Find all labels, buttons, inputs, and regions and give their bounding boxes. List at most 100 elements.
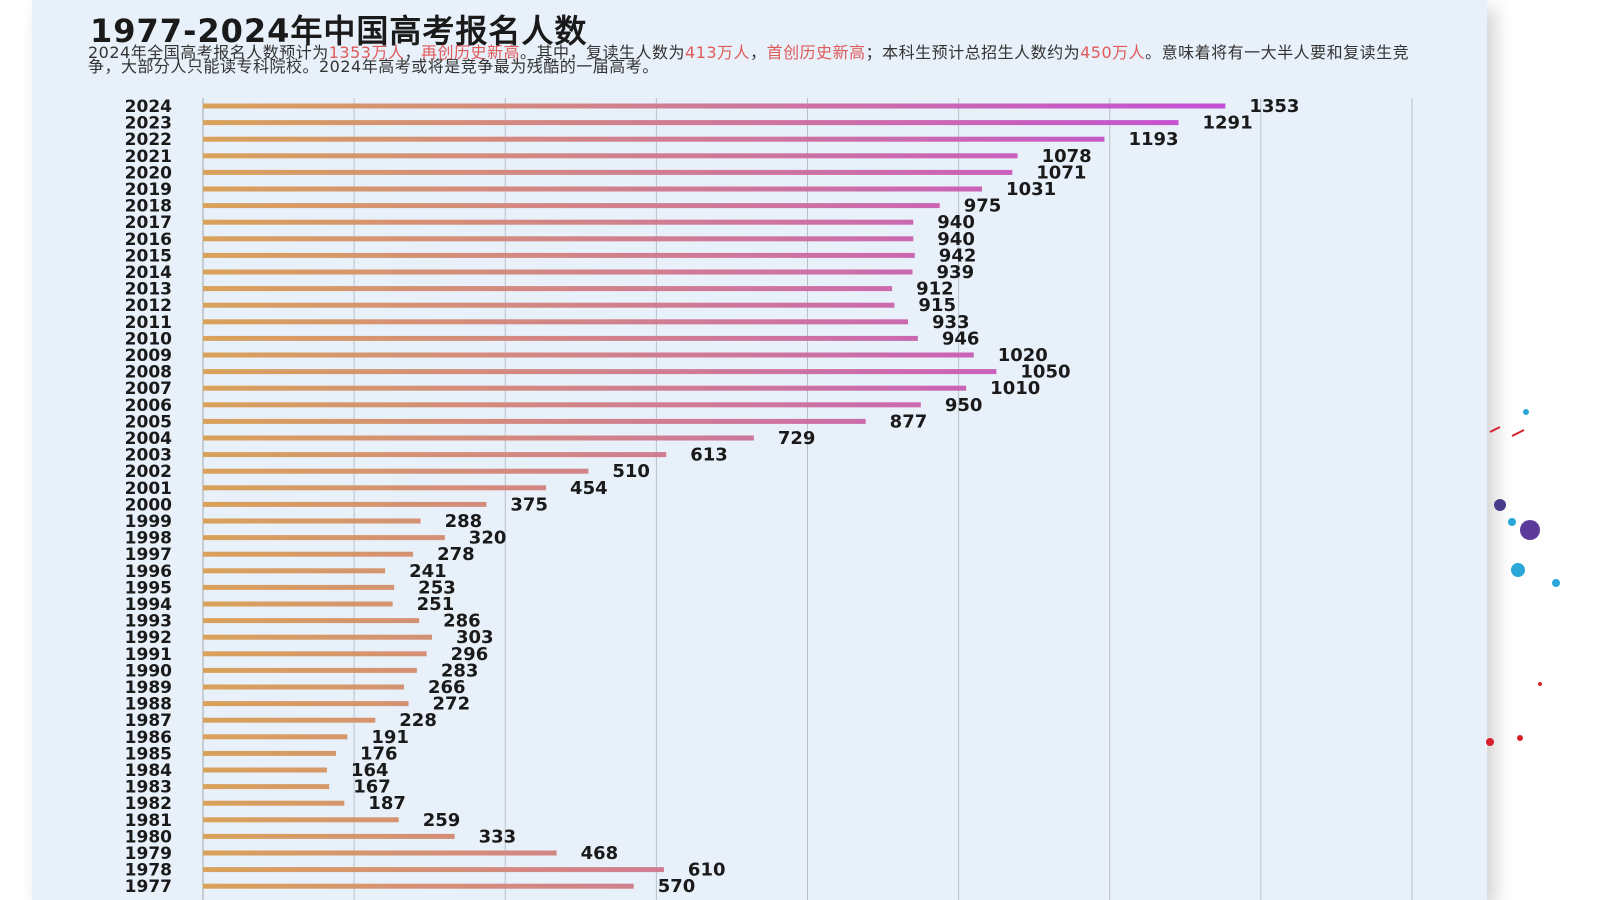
bar xyxy=(203,153,1018,159)
y-tick-label: 1981 xyxy=(125,811,172,831)
data-label: 912 xyxy=(916,279,954,300)
y-tick-label: 2007 xyxy=(125,379,172,399)
bar xyxy=(203,568,386,574)
data-label: 454 xyxy=(570,478,608,499)
data-label: 468 xyxy=(581,843,619,864)
y-tick-label: 1999 xyxy=(125,512,172,532)
y-tick-label: 2008 xyxy=(125,363,172,383)
data-label: 251 xyxy=(417,594,455,615)
bar xyxy=(203,634,432,640)
desc-text-3: 。其中，复读生人数为 xyxy=(520,43,686,62)
bar xyxy=(203,335,918,341)
chart-title: 1977-2024年中国高考报名人数 xyxy=(90,12,588,50)
y-tick-label: 1988 xyxy=(125,695,172,715)
data-label: 1010 xyxy=(990,378,1040,399)
data-label: 187 xyxy=(368,793,406,814)
y-tick-label: 1998 xyxy=(125,529,172,549)
y-tick-label: 1996 xyxy=(125,562,172,582)
y-tick-label: 1979 xyxy=(125,844,172,864)
data-label: 1193 xyxy=(1128,129,1178,150)
bar xyxy=(203,800,345,806)
y-tick-label: 1983 xyxy=(125,778,172,798)
data-label: 915 xyxy=(918,295,956,316)
bar xyxy=(203,452,667,458)
data-label: 570 xyxy=(658,876,696,897)
bar xyxy=(203,651,427,657)
desc-highlight-repeaters: 413万人 xyxy=(685,43,751,62)
bar xyxy=(203,120,1179,126)
bar xyxy=(203,584,395,590)
bar xyxy=(203,833,455,839)
bar xyxy=(203,385,967,391)
data-label: 610 xyxy=(688,860,726,881)
y-tick-label: 2012 xyxy=(125,296,172,316)
y-tick-label: 1978 xyxy=(125,861,172,881)
bar-chart: 2024 1353 2023 1291 2022 1193 2021 1078 2020 1071… xyxy=(125,96,1413,900)
y-tick-label: 2003 xyxy=(125,446,172,466)
bar xyxy=(203,236,914,242)
y-tick-label: 1980 xyxy=(125,827,172,847)
bar xyxy=(203,369,997,375)
data-label: 228 xyxy=(399,710,437,731)
bar xyxy=(203,701,409,707)
y-tick-label: 2024 xyxy=(125,97,172,117)
bar xyxy=(203,684,404,690)
bar xyxy=(203,501,487,507)
bar xyxy=(203,103,1226,109)
data-label: 320 xyxy=(469,528,507,549)
data-label: 942 xyxy=(939,245,977,266)
y-tick-label: 1992 xyxy=(125,628,172,648)
data-label: 940 xyxy=(937,212,975,233)
y-tick-label: 2021 xyxy=(125,147,172,167)
data-label: 278 xyxy=(437,544,475,565)
desc-highlight-record: 再创历史新高 xyxy=(420,43,520,62)
bar xyxy=(203,418,866,424)
data-label: 1071 xyxy=(1036,162,1086,183)
data-label: 1031 xyxy=(1006,179,1056,200)
y-tick-label: 2006 xyxy=(125,396,172,416)
y-tick-label: 1987 xyxy=(125,711,172,731)
bar xyxy=(203,402,921,408)
y-tick-label: 2019 xyxy=(125,180,172,200)
data-label: 241 xyxy=(409,561,447,582)
y-tick-label: 1997 xyxy=(125,545,172,565)
bar xyxy=(203,136,1105,142)
data-label: 191 xyxy=(371,727,409,748)
bar xyxy=(203,767,327,773)
data-label: 1078 xyxy=(1042,146,1092,167)
y-tick-label: 2023 xyxy=(125,114,172,134)
desc-text-5: ；本科生预计总招生人数约为 xyxy=(865,43,1081,62)
bar xyxy=(203,883,634,889)
bar xyxy=(203,286,893,292)
bar xyxy=(203,468,589,474)
bar xyxy=(203,750,336,756)
data-label: 950 xyxy=(945,395,983,416)
desc-text-6: 。意味着将有一大半人要和复读生竞争，大部分人只能读专科院校。2024年高考或将是… xyxy=(88,43,1410,76)
chart-card: 1977-2024年中国高考报名人数 2024年全国高考报名人数预计为1353万… xyxy=(32,0,1487,900)
data-label: 1020 xyxy=(998,345,1048,366)
data-label: 877 xyxy=(890,411,928,432)
data-label: 288 xyxy=(445,511,483,532)
desc-text-1: 2024年全国高考报名人数预计为 xyxy=(88,43,329,62)
bar xyxy=(203,319,908,325)
y-tick-label: 2015 xyxy=(125,246,172,266)
data-label: 939 xyxy=(937,262,975,283)
bar xyxy=(203,535,445,541)
bar xyxy=(203,601,393,607)
data-label: 283 xyxy=(441,660,479,681)
desc-highlight-total: 1353万人 xyxy=(328,43,405,62)
y-tick-label: 1990 xyxy=(125,661,172,681)
bar xyxy=(203,435,754,441)
bar xyxy=(203,867,664,873)
data-label: 940 xyxy=(937,229,975,250)
bar xyxy=(203,352,974,358)
y-tick-label: 2009 xyxy=(125,346,172,366)
bar xyxy=(203,618,420,624)
chart-description: 2024年全国高考报名人数预计为1353万人，再创历史新高。其中，复读生人数为4… xyxy=(88,43,1428,76)
data-label: 613 xyxy=(690,445,728,466)
data-label: 975 xyxy=(964,196,1002,217)
y-tick-label: 2005 xyxy=(125,412,172,432)
data-label: 176 xyxy=(360,743,398,764)
y-tick-label: 2014 xyxy=(125,263,172,283)
bar xyxy=(203,784,330,790)
